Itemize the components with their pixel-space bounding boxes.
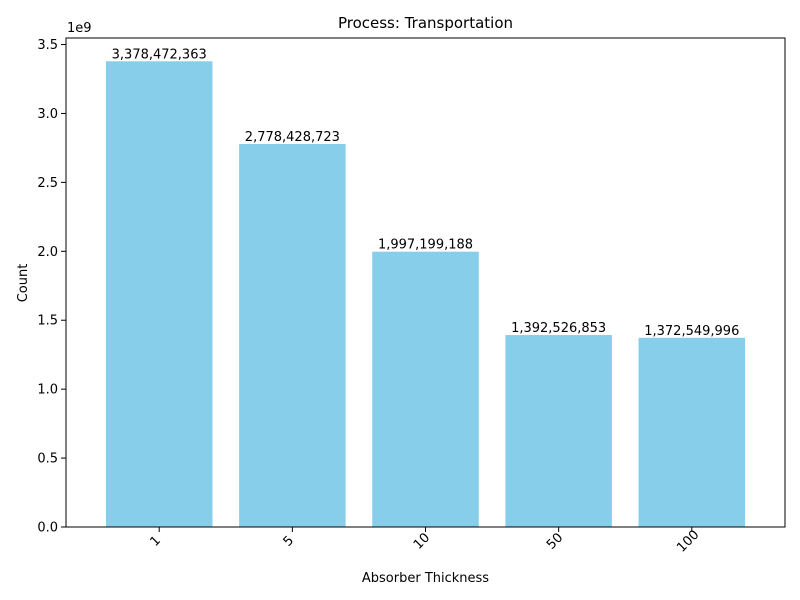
y-axis-ticks: 0.0 0.5 1.0 1.5 2.0 2.5 3.0 3.5: [37, 38, 66, 536]
y-axis-label: Count: [16, 264, 31, 303]
bar-value-label: 1,997,199,188: [378, 238, 473, 253]
y-tick-label: 1.0: [37, 383, 58, 398]
plot-frame: [65, 37, 786, 528]
y-tick-label: 1.5: [37, 314, 58, 329]
bars: [105, 61, 746, 528]
x-axis-label: Absorber Thickness: [362, 571, 489, 586]
y-tick-label: 3.0: [37, 107, 58, 122]
bar-value-label: 1,372,549,996: [644, 324, 739, 339]
bar: [105, 61, 213, 528]
bar: [372, 251, 479, 527]
bar: [638, 337, 746, 527]
bar-value-label: 3,378,472,363: [112, 47, 207, 62]
y-tick-label: 0.0: [37, 521, 58, 536]
bar-value-label: 2,778,428,723: [245, 130, 340, 145]
bar-value-labels: 3,378,472,363 2,778,428,723 1,997,199,188 1…: [112, 47, 740, 339]
y-tick-label: 2.0: [37, 245, 58, 260]
chart-title: Process: Transportation: [338, 14, 513, 32]
bar-value-label: 1,392,526,853: [511, 321, 606, 336]
y-offset-label: 1e9: [67, 21, 92, 36]
y-tick-label: 0.5: [37, 452, 58, 467]
bar: [505, 335, 612, 527]
bar: [239, 144, 346, 527]
y-tick-label: 2.5: [37, 176, 58, 191]
y-tick-label: 3.5: [37, 38, 58, 53]
